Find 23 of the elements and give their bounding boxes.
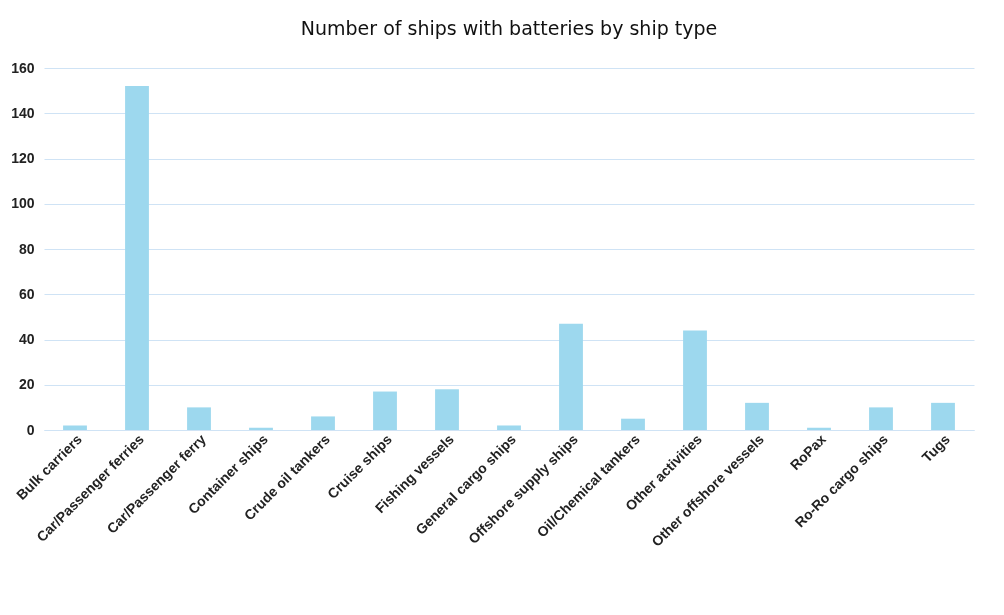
bar [621, 418, 645, 430]
bar [311, 416, 335, 430]
y-tick-label: 100 [11, 195, 35, 212]
y-tick-label: 20 [18, 376, 35, 393]
bar [559, 323, 583, 430]
bar [683, 330, 707, 430]
y-tick-label: 0 [26, 421, 35, 438]
bar [125, 86, 149, 430]
bar [187, 407, 211, 430]
y-tick-label: 160 [11, 59, 35, 76]
bar [373, 391, 397, 430]
bar [435, 389, 459, 430]
y-tick-label: 60 [18, 285, 35, 302]
bar [745, 402, 769, 430]
y-tick-label: 120 [11, 150, 35, 166]
bar [869, 407, 893, 430]
bar [63, 425, 87, 430]
chart-title: Number of ships with batteries by ship type [300, 17, 718, 39]
y-tick-label: 80 [18, 240, 35, 257]
bar [497, 425, 521, 430]
y-tick-label: 40 [18, 331, 35, 347]
y-tick-label: 140 [11, 104, 35, 121]
bar [931, 402, 955, 430]
